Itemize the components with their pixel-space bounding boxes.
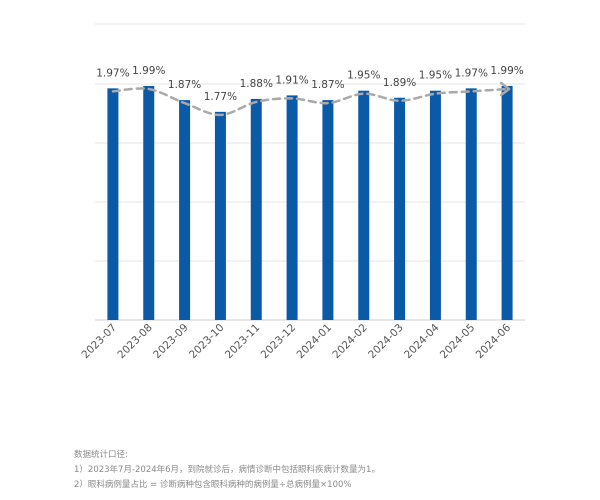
x-tick-label: 2023-09: [151, 322, 191, 362]
bar-chart: 1.97% 1.99%1.87%1.77%1.88% 1.91% 1.87%1.95%…: [80, 23, 525, 361]
bar: [286, 95, 298, 320]
data-label: 1.91%: [275, 74, 308, 86]
data-labels-group: 1.97% 1.99%1.87%1.77%1.88% 1.91% 1.87%1.95%…: [96, 65, 524, 103]
x-tick-label: 2024-02: [330, 322, 370, 362]
bar: [394, 97, 406, 321]
data-label: 1.99%: [132, 65, 165, 77]
x-tick-label: 2024-05: [438, 322, 478, 362]
x-tick-label: 2023-10: [187, 322, 227, 362]
bar: [429, 90, 441, 320]
x-tick-label: 2024-06: [474, 321, 514, 361]
bar: [214, 111, 226, 320]
x-tick-label: 2024-01: [295, 322, 335, 362]
x-tick-label: 2023-08: [115, 322, 155, 362]
bar: [250, 98, 262, 321]
bar: [465, 88, 477, 320]
data-label: 1.77%: [204, 91, 237, 103]
grid-lines: [95, 23, 525, 321]
trend-line: [111, 81, 511, 117]
x-tick-label: 2023-07: [80, 322, 120, 362]
bar: [107, 88, 119, 320]
x-tick-label: 2023-12: [259, 322, 299, 362]
data-label: 1.95%: [347, 70, 380, 82]
notes-line-2: 2）眼科病例量占比 = 诊断病种包含眼科病种的病例量÷总病例量×100%: [74, 480, 352, 490]
x-tick-labels: 2023-072023-082023-092023-102023-112023-…: [80, 321, 514, 361]
x-tick-label: 2024-03: [366, 322, 406, 362]
data-label: 1.97%: [455, 67, 488, 79]
notes-line-1: 1）2023年7月-2024年6月，到院就诊后，病情诊断中包括眼科疾病计数量为1…: [74, 465, 380, 475]
bar: [179, 100, 191, 320]
data-label: 1.89%: [383, 77, 416, 89]
bar: [143, 86, 155, 320]
data-label: 1.87%: [168, 79, 201, 91]
data-label: 1.87%: [311, 79, 344, 91]
x-tick-label: 2023-11: [223, 322, 263, 362]
data-label: 1.88%: [240, 78, 273, 90]
bar: [322, 100, 334, 320]
trend-arrowhead: [499, 81, 511, 97]
trend-line-path: [111, 87, 509, 117]
data-label: 1.99%: [490, 65, 523, 77]
bar: [501, 86, 513, 320]
bar: [358, 90, 370, 320]
x-tick-label: 2024-04: [402, 321, 442, 361]
bars-group: [107, 86, 513, 321]
data-label: 1.97%: [96, 67, 129, 79]
notes-heading: 数据统计口径:: [74, 450, 128, 460]
data-label: 1.95%: [419, 70, 452, 82]
data-notes: 数据统计口径: 1）2023年7月-2024年6月，到院就诊后，病情诊断中包括眼…: [74, 448, 380, 493]
